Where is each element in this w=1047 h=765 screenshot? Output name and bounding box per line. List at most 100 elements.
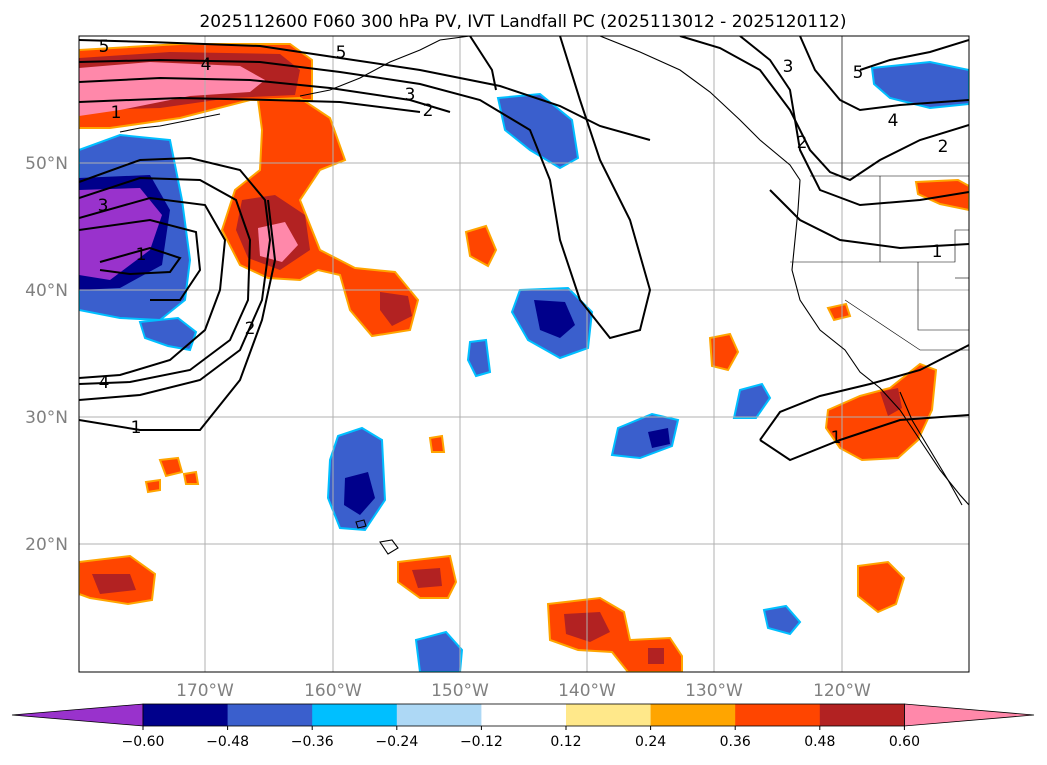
coastline-alaska [299, 36, 471, 97]
pv-negative-core [648, 428, 670, 448]
pv-positive-peak [79, 62, 265, 116]
coastline-baja [899, 391, 963, 506]
colorbar-tick-label: 0.12 [550, 734, 581, 750]
map-frame [78, 35, 970, 673]
colorbar-tick-label: 0.24 [635, 734, 666, 750]
contour-labels: 5 4 1 5 3 2 3 5 2 4 2 3 1 4 2 1 1 1 [98, 37, 949, 448]
contour-line [799, 36, 969, 112]
contour-label: 1 [131, 418, 142, 438]
pv-negative-region [610, 412, 680, 460]
lat-label: 30°N [25, 408, 68, 428]
pv-positive-region [144, 478, 161, 494]
lon-label: 120°W [813, 681, 871, 701]
pv-negative-region [732, 382, 772, 419]
pv-negative-region [138, 316, 198, 352]
pv-positive-region [708, 332, 740, 372]
pv-positive-region [857, 560, 906, 614]
lon-label: 150°W [431, 681, 489, 701]
coastlines [119, 36, 969, 555]
contour-label: 2 [245, 319, 256, 339]
political-borders [790, 36, 969, 351]
lat-label: 20°N [25, 535, 68, 555]
lon-label: 160°W [304, 681, 362, 701]
contour-line [859, 39, 969, 71]
map-content [79, 36, 969, 672]
contour-label: 1 [111, 103, 122, 123]
colorbar-segment [227, 704, 313, 726]
colorbar-tick-label: −0.48 [206, 734, 249, 750]
contour-line [679, 36, 969, 182]
contour-label: 1 [932, 242, 943, 262]
contour-label: 5 [99, 37, 110, 57]
colorbar: −0.60 −0.48 −0.36 −0.24 −0.12 0.12 0.24 0.36 0.4… [11, 703, 1035, 750]
contour-label: 2 [938, 137, 949, 157]
contour-label: 4 [201, 55, 212, 75]
contour-label: 5 [336, 43, 347, 63]
pv-negative-region [466, 338, 492, 378]
coastline-pacific-northwest [599, 36, 969, 506]
contour-line [79, 196, 227, 379]
colorbar-segment [143, 704, 229, 726]
contour-line [79, 76, 451, 113]
contour-line [759, 414, 969, 462]
pv-negative-region [870, 60, 969, 110]
pv-positive-core [412, 568, 442, 588]
contour-label: 3 [783, 57, 794, 77]
pv-positive-region [464, 224, 498, 268]
longitude-labels: 170°W 160°W 150°W 140°W 130°W 120°W [176, 681, 871, 701]
contour-line [99, 246, 182, 276]
contour-line [79, 199, 277, 431]
colorbar-tick-label: −0.12 [460, 734, 503, 750]
coastline-hawaii [379, 539, 399, 555]
lon-label: 140°W [558, 681, 616, 701]
contour-label: 1 [831, 428, 842, 448]
pv-negative-core [344, 472, 375, 515]
coastline-aleutians [119, 113, 221, 133]
map-panel [78, 35, 970, 673]
contour-line [79, 36, 652, 340]
pv-negative-peak [79, 188, 162, 280]
colorbar-tick-label: −0.60 [122, 734, 165, 750]
colorbar-tick-label: −0.24 [375, 734, 418, 750]
figure-title: 2025112600 F060 300 hPa PV, IVT Landfall… [199, 12, 846, 32]
contour-label: 3 [405, 85, 416, 105]
contour-line [739, 36, 969, 207]
colorbar-extend-min [11, 703, 144, 727]
colorbar-segment [481, 704, 567, 726]
pv-positive-region [428, 434, 446, 453]
lon-label: 170°W [176, 681, 234, 701]
lon-label: 130°W [685, 681, 743, 701]
pv-positive-region [158, 456, 184, 478]
colorbar-segment [566, 704, 652, 726]
pv-positive-region [826, 302, 852, 322]
contour-line [759, 344, 969, 441]
pv-negative-region [762, 604, 802, 636]
colorbar-segment [312, 704, 398, 726]
latitude-labels: 50°N 40°N 30°N 20°N [25, 154, 68, 555]
colorbar-tick-label: 0.48 [804, 734, 835, 750]
contour-label: 5 [853, 63, 864, 83]
pv-positive-region [914, 178, 969, 212]
pv-positive-region [182, 470, 200, 485]
contour-line [769, 189, 969, 250]
colorbar-extend-max [904, 703, 1035, 727]
coastline-hawaii [355, 519, 367, 529]
contour-label: 2 [423, 101, 434, 121]
colorbar-segment [735, 704, 821, 726]
lat-label: 50°N [25, 154, 68, 174]
pv-positive-core [648, 648, 664, 664]
contour-line [79, 218, 202, 301]
contour-label: 4 [99, 373, 110, 393]
colorbar-tick-label: 0.60 [889, 734, 920, 750]
pv-negative-region [414, 630, 464, 672]
contour-line [469, 36, 497, 91]
colorbar-segment [650, 704, 736, 726]
pv-positive-core [92, 574, 136, 594]
pv-positive-core [380, 292, 412, 326]
contour-label: 4 [888, 111, 899, 131]
contour-line [79, 96, 421, 113]
contour-label: 1 [136, 245, 147, 265]
colorbar-tick-label: −0.36 [291, 734, 334, 750]
contour-line [79, 176, 252, 385]
